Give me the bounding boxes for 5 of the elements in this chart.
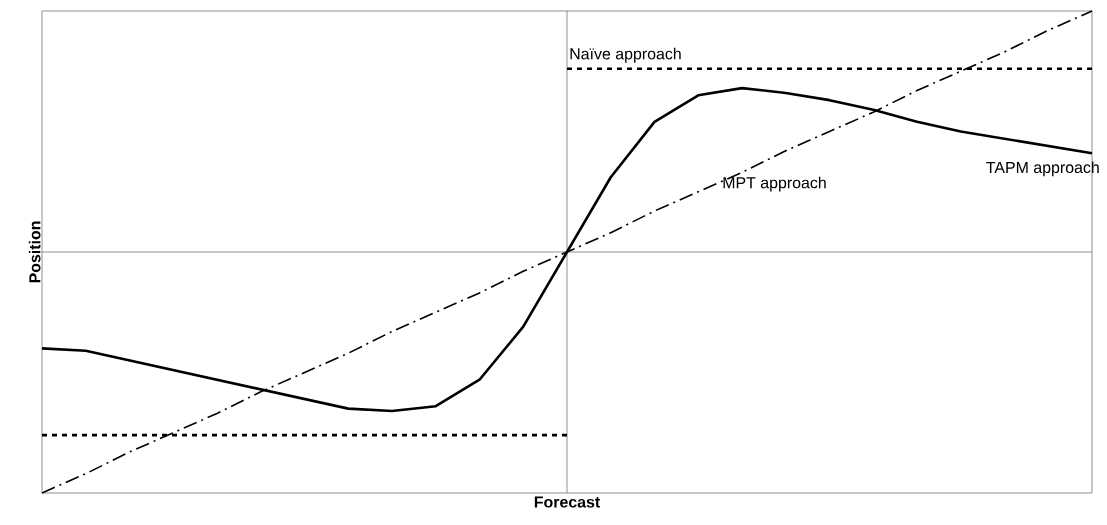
series-label: MPT approach: [723, 176, 826, 192]
series-label: TAPM approach: [986, 161, 1099, 177]
x-axis-title: Forecast: [534, 496, 601, 508]
y-axis-title: Position: [28, 221, 41, 283]
series-label: Naïve approach: [570, 47, 681, 63]
